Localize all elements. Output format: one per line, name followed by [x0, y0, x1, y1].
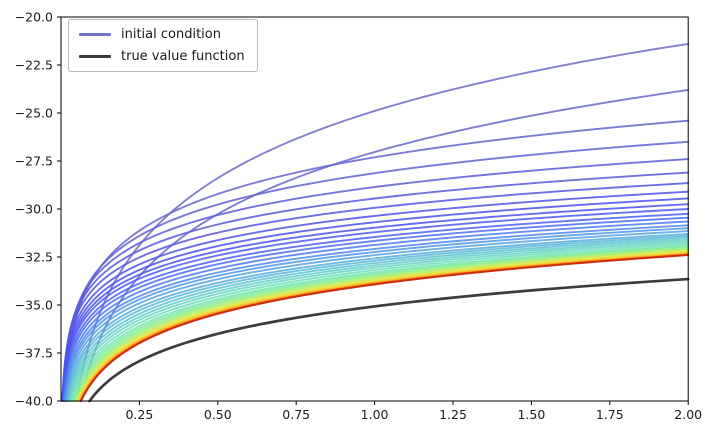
- iteration-curve: [72, 245, 690, 402]
- x-tick-label: 2.00: [674, 407, 702, 422]
- x-tick-label: 1.50: [517, 407, 545, 422]
- iteration-curve: [68, 238, 690, 402]
- iteration-curve: [64, 230, 690, 402]
- iteration-curve: [67, 236, 690, 402]
- iteration-curve: [65, 233, 690, 402]
- iteration-curve: [66, 234, 690, 402]
- iteration-curve: [71, 244, 690, 402]
- legend-label-true-value-function: true value function: [121, 48, 245, 64]
- y-tick-label: −32.5: [15, 250, 53, 265]
- iteration-curve: [70, 242, 690, 402]
- y-tick-label: −27.5: [15, 154, 53, 169]
- y-tick-label: −40.0: [15, 394, 53, 409]
- iteration-curve: [69, 240, 690, 402]
- y-tick-label: −37.5: [15, 346, 53, 361]
- true-value-function-line-swatch: [79, 54, 111, 58]
- x-tick-label: 0.25: [125, 407, 153, 422]
- legend-label-initial-condition: initial condition: [121, 27, 221, 42]
- iteration-curve: [74, 247, 690, 402]
- initial-condition-line-swatch: [79, 33, 111, 37]
- x-tick-label: 1.75: [596, 407, 624, 422]
- y-tick-label: −35.0: [15, 298, 53, 313]
- y-tick-label: −30.0: [15, 202, 53, 217]
- iteration-curve: [62, 216, 690, 402]
- y-tick-label: −25.0: [15, 106, 53, 121]
- iteration-curve: [63, 220, 690, 402]
- legend-item-initial-condition: initial condition: [79, 27, 245, 43]
- x-tick-label: 1.00: [361, 407, 389, 422]
- x-tick-label: 0.75: [282, 407, 310, 422]
- x-tick-label: 1.25: [439, 407, 467, 422]
- iteration-curve: [80, 254, 690, 402]
- true-value-curve: [88, 277, 690, 403]
- iteration-curve: [75, 248, 690, 402]
- legend-item-true-value-function: true value function: [79, 49, 245, 65]
- y-tick-label: −20.0: [15, 10, 53, 25]
- iteration-curve: [76, 249, 690, 402]
- x-tick-label: 0.50: [204, 407, 232, 422]
- iteration-curve: [63, 224, 690, 402]
- iteration-curve: [64, 227, 690, 402]
- legend: initial condition true value function: [68, 19, 258, 73]
- iteration-curve: [73, 246, 690, 402]
- y-tick-label: −22.5: [15, 58, 53, 73]
